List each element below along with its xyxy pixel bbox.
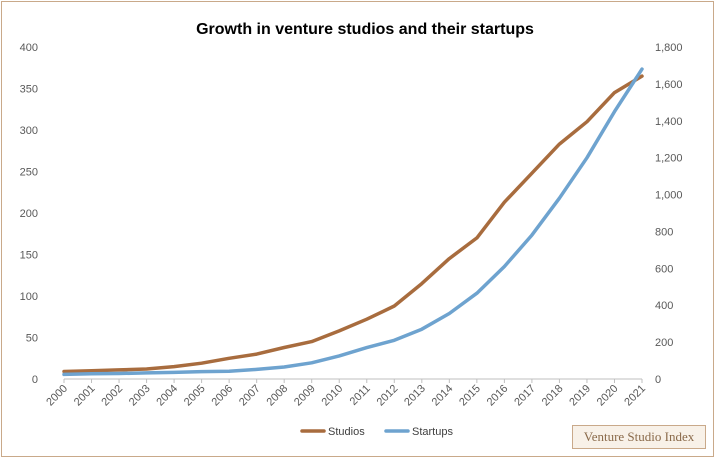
y-right-tick-label: 400 <box>655 300 673 312</box>
x-tick-label: 2006 <box>209 383 235 409</box>
x-tick-label: 2010 <box>320 383 346 409</box>
y-left-tick-label: 150 <box>20 250 38 262</box>
y-right-tick-label: 1,000 <box>655 190 683 202</box>
y-right-tick-label: 1,200 <box>655 153 683 165</box>
x-tick-label: 2008 <box>265 383 291 409</box>
legend-label-studios: Studios <box>328 426 365 438</box>
y-right-tick-label: 1,400 <box>655 116 683 128</box>
y-left-tick-label: 50 <box>26 333 38 345</box>
x-tick-label: 2020 <box>595 383 621 409</box>
legend: Studios Startups <box>300 426 453 438</box>
chart-frame: Growth in venture studios and their star… <box>1 1 714 457</box>
x-tick-label: 2016 <box>485 383 511 409</box>
y-left-tick-label: 0 <box>32 374 38 386</box>
y-left-tick-label: 100 <box>20 291 38 303</box>
y-left-tick-label: 250 <box>20 167 38 179</box>
x-tick-label: 2019 <box>567 383 593 409</box>
x-tick-label: 2012 <box>375 383 401 409</box>
x-tick-label: 2017 <box>512 383 538 409</box>
x-tick-label: 2003 <box>127 383 153 409</box>
series-layer <box>62 67 644 377</box>
x-tick-label: 2004 <box>154 383 180 409</box>
legend-label-startups: Startups <box>412 426 453 438</box>
y-right-tick-label: 1,800 <box>655 42 683 54</box>
x-tick-label: 2015 <box>457 383 483 409</box>
x-tick-label: 2001 <box>72 383 98 409</box>
y-right-tick-label: 0 <box>655 374 661 386</box>
y-left-tick-label: 300 <box>20 125 38 137</box>
x-tick-label: 2002 <box>99 383 125 409</box>
x-tick-label: 2005 <box>182 383 208 409</box>
y-right-tick-label: 200 <box>655 337 673 349</box>
x-tick-label: 2000 <box>44 383 70 409</box>
y-right-tick-label: 800 <box>655 226 673 238</box>
y-right-tick-label: 1,600 <box>655 79 683 91</box>
line-chart: Growth in venture studios and their star… <box>20 21 683 438</box>
y-right-tick-label: 600 <box>655 263 673 275</box>
y-left-tick-label: 200 <box>20 208 38 220</box>
x-tick-label: 2011 <box>348 383 373 408</box>
y-left-tick-label: 400 <box>20 42 38 54</box>
series-line-studios <box>62 74 644 374</box>
x-tick-label: 2014 <box>430 383 456 409</box>
x-tick-label: 2021 <box>622 383 648 409</box>
chart-title: Growth in venture studios and their star… <box>196 21 534 38</box>
x-tick-label: 2013 <box>402 383 428 409</box>
x-tick-label: 2007 <box>237 383 263 409</box>
watermark-label: Venture Studio Index <box>572 425 706 449</box>
y-left-tick-label: 350 <box>20 84 38 96</box>
series-line-startups <box>62 67 644 377</box>
x-tick-label: 2009 <box>292 383 318 409</box>
x-tick-label: 2018 <box>540 383 566 409</box>
